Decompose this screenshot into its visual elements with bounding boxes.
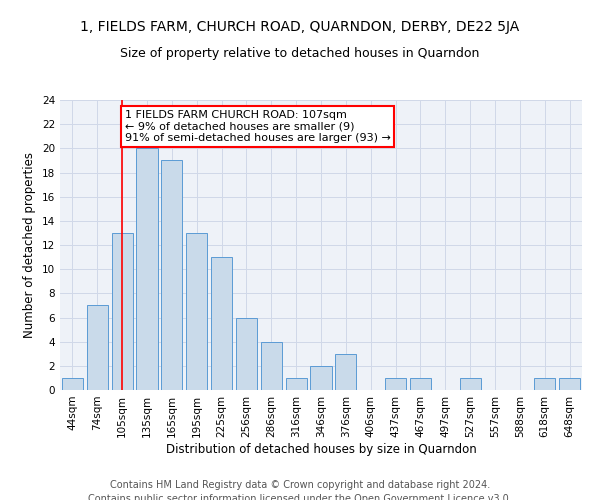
Text: Distribution of detached houses by size in Quarndon: Distribution of detached houses by size … bbox=[166, 442, 476, 456]
Bar bbox=[310, 366, 332, 390]
Bar bbox=[335, 354, 356, 390]
Text: Size of property relative to detached houses in Quarndon: Size of property relative to detached ho… bbox=[121, 48, 479, 60]
Bar bbox=[385, 378, 406, 390]
Bar bbox=[87, 306, 108, 390]
Bar bbox=[136, 148, 158, 390]
Bar bbox=[236, 318, 257, 390]
Text: 1 FIELDS FARM CHURCH ROAD: 107sqm
← 9% of detached houses are smaller (9)
91% of: 1 FIELDS FARM CHURCH ROAD: 107sqm ← 9% o… bbox=[125, 110, 391, 143]
Bar bbox=[161, 160, 182, 390]
Bar bbox=[261, 342, 282, 390]
Bar bbox=[186, 233, 207, 390]
Bar bbox=[410, 378, 431, 390]
Y-axis label: Number of detached properties: Number of detached properties bbox=[23, 152, 37, 338]
Text: 1, FIELDS FARM, CHURCH ROAD, QUARNDON, DERBY, DE22 5JA: 1, FIELDS FARM, CHURCH ROAD, QUARNDON, D… bbox=[80, 20, 520, 34]
Bar bbox=[460, 378, 481, 390]
Bar bbox=[62, 378, 83, 390]
Text: Contains HM Land Registry data © Crown copyright and database right 2024.
Contai: Contains HM Land Registry data © Crown c… bbox=[88, 480, 512, 500]
Bar bbox=[286, 378, 307, 390]
Bar bbox=[211, 257, 232, 390]
Bar bbox=[112, 233, 133, 390]
Bar bbox=[559, 378, 580, 390]
Bar bbox=[534, 378, 555, 390]
